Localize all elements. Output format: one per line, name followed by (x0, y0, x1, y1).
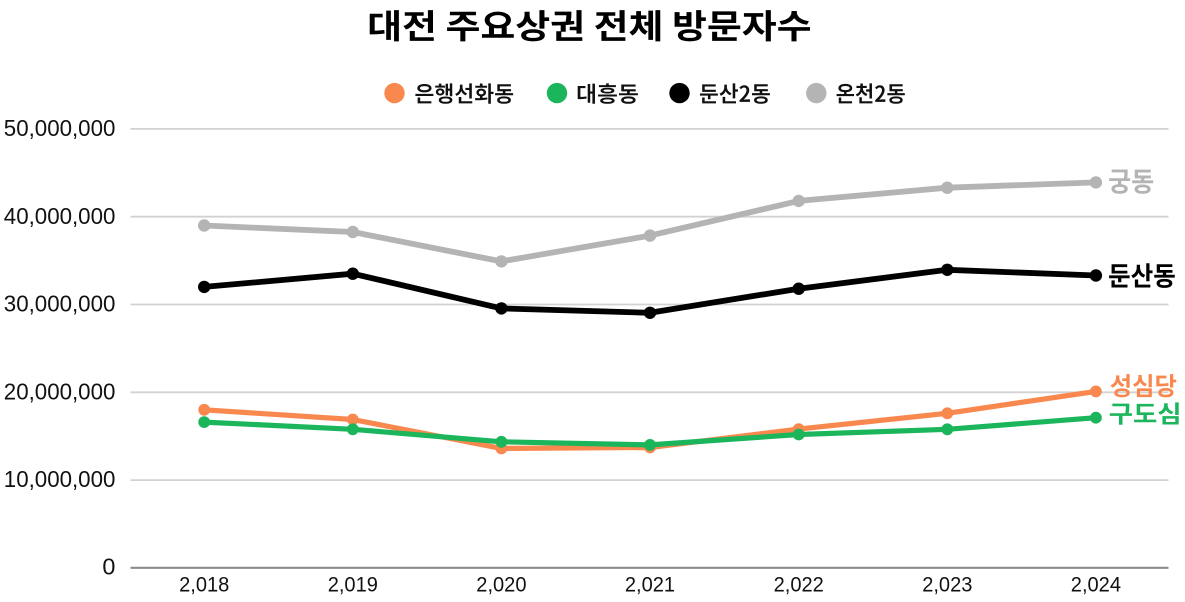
svg-text:2,023: 2,023 (922, 573, 972, 597)
svg-text:40,000,000: 40,000,000 (4, 203, 116, 229)
svg-text:10,000,000: 10,000,000 (4, 466, 116, 492)
svg-text:2,018: 2,018 (179, 573, 229, 597)
svg-text:2,021: 2,021 (625, 573, 675, 597)
svg-text:2,024: 2,024 (1071, 573, 1121, 597)
svg-text:50,000,000: 50,000,000 (4, 115, 116, 141)
svg-text:2,019: 2,019 (328, 573, 378, 597)
svg-text:30,000,000: 30,000,000 (4, 291, 116, 317)
svg-text:0: 0 (102, 553, 115, 579)
svg-text:2,020: 2,020 (476, 573, 526, 597)
svg-text:20,000,000: 20,000,000 (4, 378, 116, 404)
svg-text:2,022: 2,022 (774, 573, 824, 597)
